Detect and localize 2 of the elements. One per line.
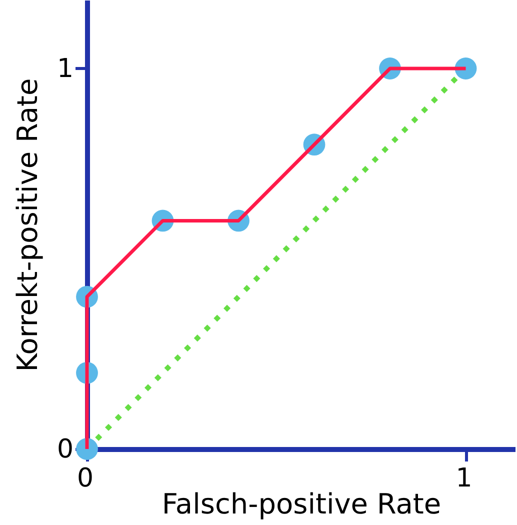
x-axis-title: Falsch-positive Rate <box>162 488 442 520</box>
y-axis-title: Korrekt-positive Rate <box>10 78 44 372</box>
